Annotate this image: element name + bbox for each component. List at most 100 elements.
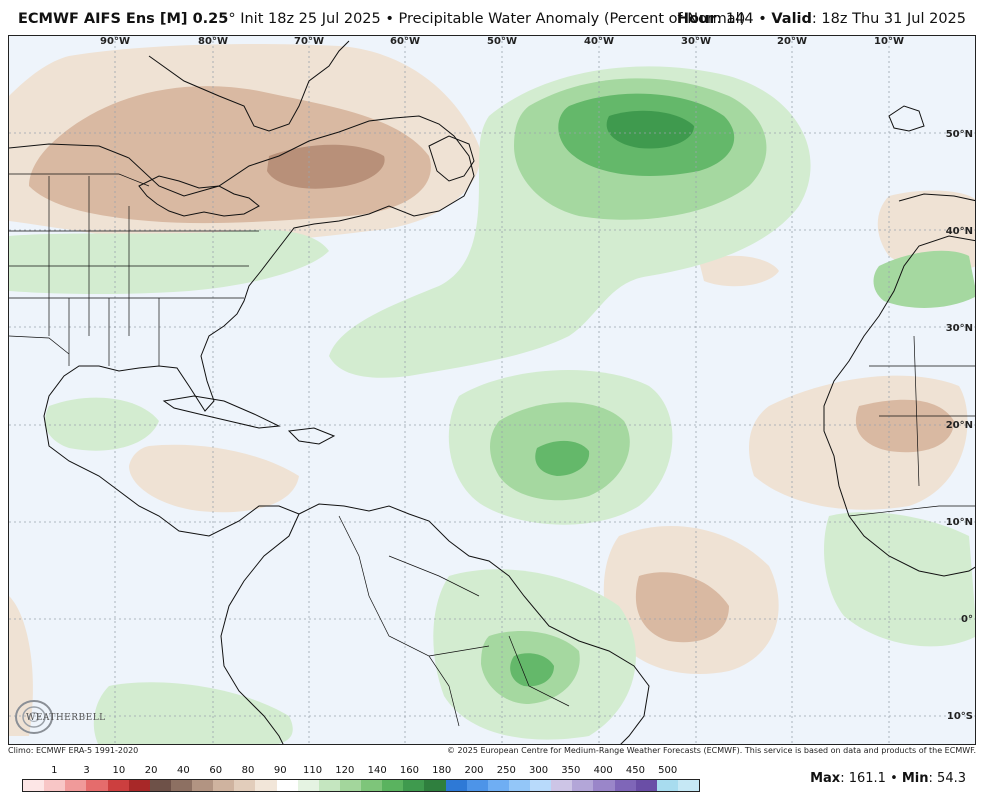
lon-label-80w: 80°W [198, 36, 228, 47]
colorbar-segment [382, 780, 404, 791]
coast-north-america [9, 115, 475, 537]
dry-area-eq-atlantic-mid [635, 572, 729, 643]
lat-label-equator: 0° [961, 614, 973, 625]
min-value: : 54.3 [928, 771, 966, 786]
legend-label: 10 [112, 765, 126, 776]
title-bullet: • [380, 11, 399, 27]
colorbar-segment [255, 780, 277, 791]
colorbar-segment [677, 780, 699, 791]
dry-area-west-coast [9, 596, 33, 736]
legend-label: 250 [496, 765, 516, 776]
wet-area-morocco [873, 250, 975, 308]
lat-label-40n: 40°N [945, 226, 973, 237]
colorbar-segment [318, 780, 340, 791]
hour-label: Hour [676, 11, 717, 27]
colorbar-segment [445, 780, 467, 791]
colorbar-segment [234, 780, 256, 791]
legend-label: 120 [335, 765, 355, 776]
valid-value: : 18z Thu 31 Jul 2025 [811, 11, 966, 27]
colorbar-segment [361, 780, 383, 791]
lat-label-10n: 10°N [945, 517, 973, 528]
colorbar-segment [86, 780, 108, 791]
dry-anomaly-areas [9, 44, 975, 736]
colorbar-segment [551, 780, 573, 791]
legend-label: 80 [241, 765, 255, 776]
product-name: Precipitable Water Anomaly (Percent of N… [398, 11, 746, 27]
lon-label-50w: 50°W [487, 36, 517, 47]
valid-label: Valid [771, 11, 812, 27]
legend-label: 300 [529, 765, 549, 776]
colorbar-segment [656, 780, 678, 791]
coast-hudson-bay [148, 40, 350, 132]
hour-value: : 144 [716, 11, 754, 27]
colorbar-segment [530, 780, 552, 791]
lon-label-30w: 30°W [681, 36, 711, 47]
coast-newfoundland [428, 135, 475, 182]
colorbar-segment [614, 780, 636, 791]
coast-cuba [162, 395, 281, 429]
legend-label: 500 [658, 765, 678, 776]
climo-note: Climo: ECMWF ERA-5 1991-2020 [8, 746, 139, 755]
coast-pacific-south-america [220, 513, 300, 744]
border-africa [848, 335, 975, 517]
colorbar-segment [65, 780, 87, 791]
legend-label: 200 [464, 765, 484, 776]
dry-area-sahara-mid [855, 399, 954, 453]
wet-area-amazon-dark [510, 653, 554, 687]
lon-label-70w: 70°W [294, 36, 324, 47]
wet-area-africa-west [824, 512, 975, 647]
forecast-time: Hour: 144 • Valid: 18z Thu 31 Jul 2025 [677, 11, 966, 27]
colorbar-segment [635, 780, 657, 791]
colorbar-segment [276, 780, 298, 791]
lat-label-50n: 50°N [945, 129, 973, 140]
colorbar-segment [23, 780, 45, 791]
degree-symbol: ° [228, 11, 236, 27]
coast-south-america [298, 503, 650, 744]
logo-text: WEATHERBELL [26, 713, 106, 723]
colorbar-segment [297, 780, 319, 791]
coast-great-lakes [138, 175, 260, 217]
colorbar-segment [192, 780, 214, 791]
colorbar-segment [593, 780, 615, 791]
min-label: Min [901, 771, 929, 786]
logo-swirl-icon [15, 700, 53, 734]
political-borders [9, 173, 975, 727]
border-us-states [9, 176, 259, 366]
wet-area-central-atlantic-dark [535, 440, 590, 476]
dry-area-iberia-2 [699, 255, 779, 287]
colorbar-segment [107, 780, 129, 791]
map-panel: 90°W 80°W 70°W 60°W 50°W 40°W 30°W 20°W … [8, 35, 976, 745]
model-name: ECMWF AIFS Ens [M] 0.25 [18, 11, 229, 27]
max-min-stats: Max: 161.1 • Min: 54.3 [810, 771, 966, 786]
colorbar-segment [508, 780, 530, 791]
colorbar-segment [403, 780, 425, 791]
map-title: ECMWF AIFS Ens [M] 0.25° Init 18z 25 Jul… [18, 11, 745, 27]
legend-label: 20 [144, 765, 158, 776]
colorbar-segment [149, 780, 171, 791]
legend-label: 3 [83, 765, 90, 776]
wet-anomaly-areas [9, 66, 975, 744]
lon-label-60w: 60°W [390, 36, 420, 47]
legend-label: 180 [432, 765, 452, 776]
lon-label-10w: 10°W [874, 36, 904, 47]
legend-labels: 1 3 10 20 40 60 80 90 110 120 140 160 180 200 250 300 35… [22, 765, 702, 779]
lon-label-40w: 40°W [584, 36, 614, 47]
colorbar-segment [424, 780, 446, 791]
legend-label: 140 [367, 765, 387, 776]
border-south-america [338, 515, 570, 727]
colorbar-segment [572, 780, 594, 791]
coast-ireland-uk [888, 105, 925, 132]
copyright-note: © 2025 European Centre for Medium-Range … [447, 746, 976, 755]
lon-label-90w: 90°W [100, 36, 130, 47]
legend-label: 400 [593, 765, 613, 776]
colorbar-segment [170, 780, 192, 791]
legend-label: 450 [625, 765, 645, 776]
colorbar-segment [466, 780, 488, 791]
border-us-mexico [9, 335, 70, 355]
colorbar-segment [339, 780, 361, 791]
wet-area-gulf [45, 397, 159, 451]
dry-area-caribbean [129, 444, 299, 513]
time-bullet: • [753, 11, 772, 27]
colorbar-segment [44, 780, 66, 791]
coast-west-africa [823, 235, 975, 577]
